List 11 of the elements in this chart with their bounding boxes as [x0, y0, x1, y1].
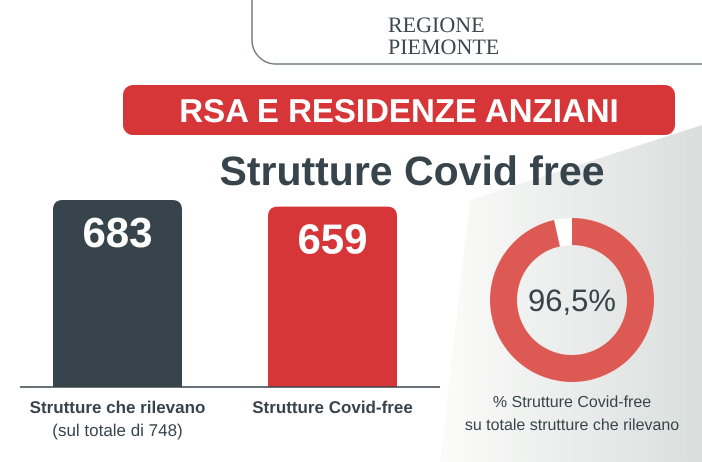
x-tick-label: Strutture che rilevano (sul totale di 748)	[30, 398, 206, 440]
donut-slice	[490, 218, 654, 382]
donut-slice	[554, 218, 572, 246]
chart-title: RSA E RESIDENZE ANZIANI	[179, 92, 619, 129]
data-label: 683	[82, 209, 153, 256]
text: % Strutture Covid-free su totale strutture che rilevano	[464, 394, 680, 434]
data-label: 96,5%	[528, 283, 616, 318]
chart-subtitle: Strutture Covid free	[220, 148, 604, 194]
text: REGIONE PIEMONTE	[388, 12, 500, 59]
data-label: 659	[297, 216, 368, 263]
x-tick-label: Strutture Covid-free	[252, 398, 413, 417]
